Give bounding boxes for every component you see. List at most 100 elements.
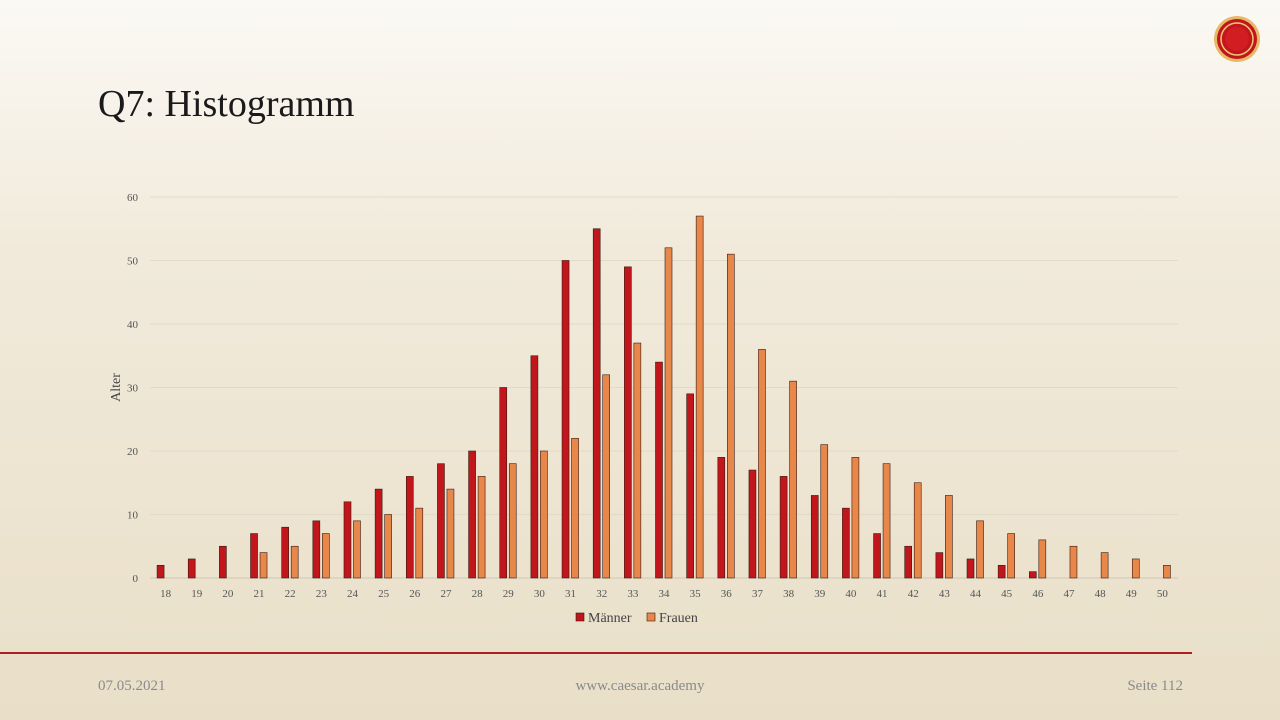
y-tick-label: 0 [133,573,139,585]
y-tick-label: 60 [127,192,139,204]
slide-title: Q7: Histogramm [98,83,355,125]
bar-frauen [415,507,424,579]
bar-maenner [250,533,258,579]
x-tick-label: 47 [1063,588,1075,600]
bar-frauen [1038,539,1047,579]
bar-frauen [1069,545,1078,579]
x-tick-label: 48 [1095,588,1107,600]
x-tick-label: 36 [721,588,733,600]
bar-maenner [748,469,757,579]
bar-maenner [686,393,694,579]
bar-frauen [976,520,984,579]
x-tick-label: 31 [565,588,576,600]
bar-frauen [727,253,735,579]
x-tick-label: 27 [440,588,452,600]
x-tick-label: 44 [970,588,982,600]
x-tick-label: 25 [378,588,390,600]
bar-maenner [873,533,881,579]
footer-url: www.caesar.academy [575,678,705,694]
bar-frauen [540,450,548,579]
bar-maenner [842,507,850,579]
bar-maenner [530,355,539,579]
bar-frauen [945,495,953,579]
bar-maenner [655,361,663,579]
bar-frauen [353,520,361,579]
bar-maenner [997,564,1006,579]
y-tick-label: 30 [127,383,139,395]
x-tick-label: 32 [596,588,607,600]
bar-frauen [1163,564,1171,579]
bar-frauen [602,374,610,579]
bar-maenner [405,476,414,579]
bar-maenner [717,457,726,579]
bar-maenner [1029,571,1037,579]
x-tick-label: 43 [939,588,951,600]
y-tick-label: 10 [127,510,139,522]
bar-frauen [508,463,517,579]
x-tick-label: 46 [1032,588,1044,600]
bar-maenner [499,387,508,579]
histogram-chart: 0 10 20 30 40 50 60 Alter 18 19 20 21 22 23 24 25 26 27 28… [109,192,1178,626]
bar-frauen [322,533,330,579]
bar-maenner [624,266,632,579]
bar-frauen [913,482,922,579]
x-tick-label: 41 [877,588,888,600]
bar-frauen [290,545,299,579]
bar-frauen [384,514,392,579]
x-tick-label: 26 [409,588,421,600]
bar-maenner [966,558,975,579]
x-tick-label: 19 [191,588,203,600]
bar-frauen [477,476,486,579]
x-tick-label: 21 [254,588,265,600]
x-tick-label: 49 [1126,588,1138,600]
x-tick-label: 50 [1157,588,1169,600]
bar-frauen [695,215,704,579]
bar-maenner [312,520,321,579]
bar-frauen [851,457,860,579]
x-tick-label: 38 [783,588,795,600]
bar-maenner [187,558,196,579]
bar-frauen [664,247,673,579]
x-tick-label: 39 [814,588,826,600]
x-tick-label: 18 [160,588,172,600]
bar-frauen [789,380,797,579]
bar-frauen [820,444,829,579]
bar-maenner [935,552,944,579]
bar-frauen [758,349,766,579]
bar-maenner [810,495,819,579]
bar-frauen [571,437,579,579]
x-tick-label: 23 [316,588,328,600]
bar-maenner [779,476,788,579]
footer-page-number: Seite 112 [1127,678,1183,694]
legend-swatch [575,612,585,622]
x-tick-label: 20 [222,588,234,600]
y-tick-label: 40 [127,319,139,331]
bar-maenner [468,450,476,579]
bar-maenner [592,228,601,579]
legend-swatch [646,612,656,622]
bar-maenner [561,260,570,579]
footer-date: 07.05.2021 [98,678,166,694]
bar-frauen [1131,558,1140,579]
x-tick-label: 34 [659,588,671,600]
y-axis-label: Alter [109,373,124,402]
bar-frauen [1007,533,1015,579]
bar-frauen [882,463,891,579]
x-tick-label: 22 [285,588,296,600]
x-tick-label: 42 [908,588,919,600]
bar-maenner [343,501,352,579]
x-tick-label: 35 [690,588,702,600]
legend-label: Männer [588,611,632,626]
caesar-seal-icon [1214,16,1260,62]
x-tick-label: 45 [1001,588,1013,600]
bar-maenner [904,545,913,579]
legend-label: Frauen [659,611,698,626]
x-tick-label: 37 [752,588,764,600]
bar-maenner [437,463,445,579]
bar-maenner [281,526,289,579]
bar-frauen [1100,552,1109,579]
y-tick-label: 20 [127,446,139,458]
x-tick-label: 33 [627,588,639,600]
x-tick-label: 30 [534,588,546,600]
footer-divider [0,652,1192,654]
